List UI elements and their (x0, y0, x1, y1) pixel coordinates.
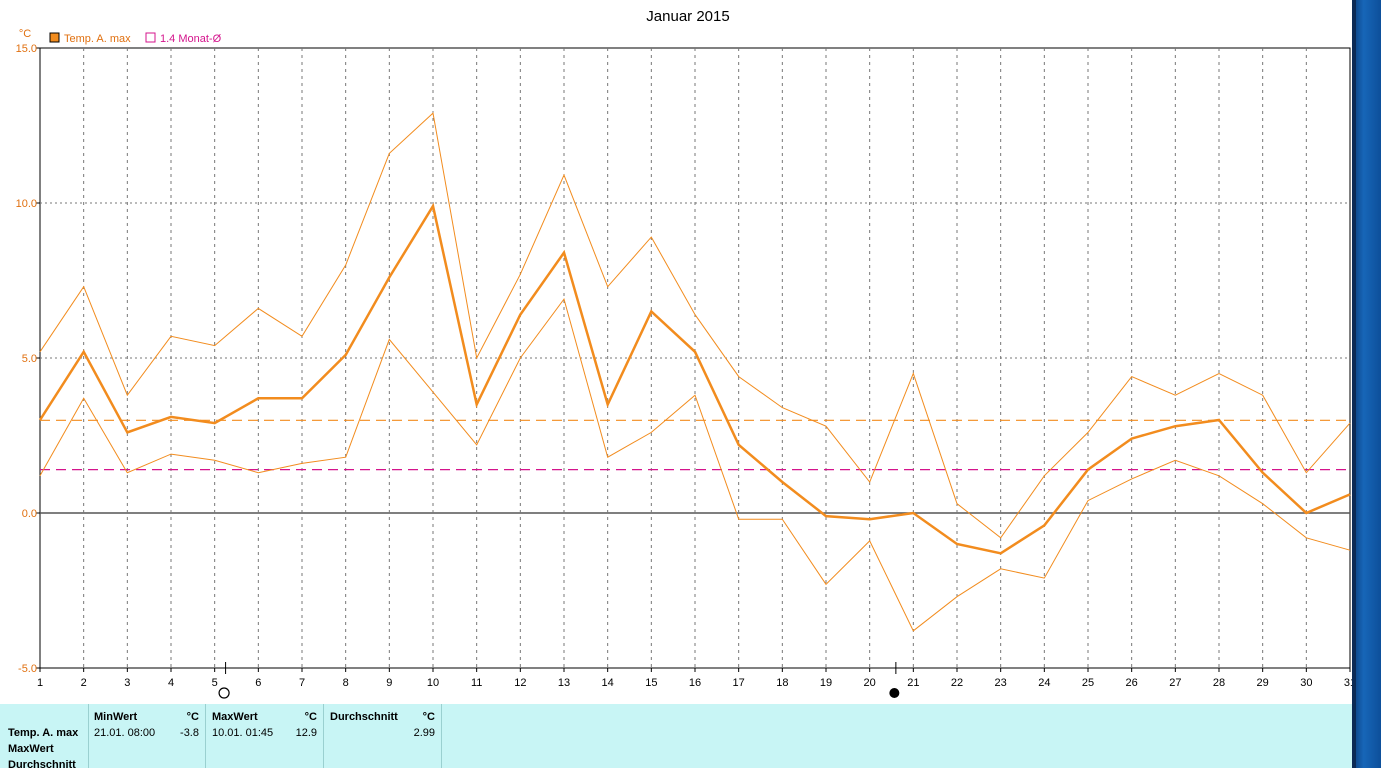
x-tick-label: 28 (1213, 677, 1225, 689)
max-when: 10.01. 01:45 (212, 727, 274, 739)
x-tick-label: 7 (299, 677, 305, 689)
x-tick-label: 5 (212, 677, 218, 689)
x-tick-label: 6 (255, 677, 261, 689)
stats-col-avg: Durchschnitt °C 2.99 (324, 704, 442, 768)
x-tick-label: 3 (124, 677, 130, 689)
x-tick-label: 20 (864, 677, 876, 689)
chart-title: Januar 2015 (646, 8, 729, 25)
legend-label-monat-avg: 1.4 Monat-Ø (160, 33, 222, 45)
x-tick-label: 11 (471, 677, 482, 689)
x-tick-label: 23 (995, 677, 1007, 689)
reference-lines (40, 419, 1350, 471)
x-tick-label: 24 (1038, 677, 1050, 689)
min-unit: °C (186, 711, 199, 723)
y-tick-label: 5.0 (22, 353, 37, 365)
stats-row-label-maxwert: MaxWert (8, 743, 54, 755)
min-value: -3.8 (180, 727, 199, 739)
legend-label-temp-max: Temp. A. max (64, 33, 131, 45)
max-unit: °C (304, 711, 317, 723)
x-tick-label: 8 (343, 677, 349, 689)
series-line-main (38, 202, 1351, 555)
stats-row-labels: Temp. A. max MaxWert Durchschnitt (0, 704, 89, 771)
statistics-panel: Temp. A. max MaxWert Durchschnitt MinWer… (0, 704, 1352, 771)
min-header: MinWert (94, 711, 138, 723)
y-tick-label: 15.0 (16, 43, 37, 55)
stats-col-min: MinWert °C 21.01. 08:00 -3.8 (89, 704, 206, 768)
stats-col-max: MaxWert °C 10.01. 01:45 12.9 (206, 704, 324, 768)
x-axis-ticks: 1 2 3 4 5 6 7 8 9 10 11 12 13 14 15 16 17 18 19 20 21 22 23 24 2… (37, 668, 1352, 689)
x-tick-label: 25 (1082, 677, 1094, 689)
x-tick-label: 27 (1169, 677, 1181, 689)
x-tick-label: 29 (1257, 677, 1269, 689)
x-tick-label: 18 (776, 677, 788, 689)
full-moon-icon (218, 687, 230, 699)
x-tick-label: 17 (733, 677, 745, 689)
x-tick-label: 4 (168, 677, 174, 689)
x-tick-label: 14 (602, 677, 614, 689)
avg-unit: °C (422, 711, 435, 723)
x-tick-label: 2 (81, 677, 87, 689)
x-tick-label: 9 (386, 677, 392, 689)
series-lines (38, 112, 1351, 632)
x-tick-label: 19 (820, 677, 832, 689)
series-line-upper (39, 112, 1351, 539)
legend-marker-monat-avg (145, 32, 156, 43)
legend: Temp. A. max 1.4 Monat-Ø (49, 32, 222, 45)
avg-value: 2.99 (413, 727, 435, 739)
x-tick-label: 12 (514, 677, 526, 689)
grid-lines (40, 48, 1350, 668)
max-value: 12.9 (295, 727, 317, 739)
x-tick-label: 22 (951, 677, 963, 689)
y-tick-label: 10.0 (16, 198, 37, 210)
y-axis-unit: °C (19, 28, 31, 40)
stats-row-label-temp: Temp. A. max (8, 727, 79, 739)
y-axis-ticks: 15.0 10.0 5.0 0.0 -5.0 (16, 43, 40, 675)
legend-marker-temp-max (49, 32, 60, 43)
min-when: 21.01. 08:00 (94, 727, 156, 739)
x-tick-label: 26 (1126, 677, 1138, 689)
series-line-lower (39, 297, 1351, 632)
x-tick-label: 30 (1300, 677, 1312, 689)
x-tick-label: 31 (1344, 677, 1352, 689)
x-tick-label: 1 (37, 677, 43, 689)
stats-row-label-durchschnitt: Durchschnitt (8, 759, 76, 771)
max-header: MaxWert (212, 711, 258, 723)
desktop-window-edge (1352, 0, 1381, 768)
y-tick-label: 0.0 (22, 508, 37, 520)
x-tick-label: 13 (558, 677, 570, 689)
new-moon-icon (889, 688, 900, 698)
x-tick-label: 15 (645, 677, 657, 689)
x-tick-label: 10 (427, 677, 439, 689)
temperature-chart: Januar 2015 °C Temp. A. max 1.4 Monat-Ø … (16, 8, 1352, 699)
y-tick-label: -5.0 (18, 663, 37, 675)
x-tick-label: 16 (689, 677, 701, 689)
avg-header: Durchschnitt (330, 711, 398, 723)
moon-phase-markers (218, 662, 900, 699)
x-tick-label: 21 (907, 677, 919, 689)
